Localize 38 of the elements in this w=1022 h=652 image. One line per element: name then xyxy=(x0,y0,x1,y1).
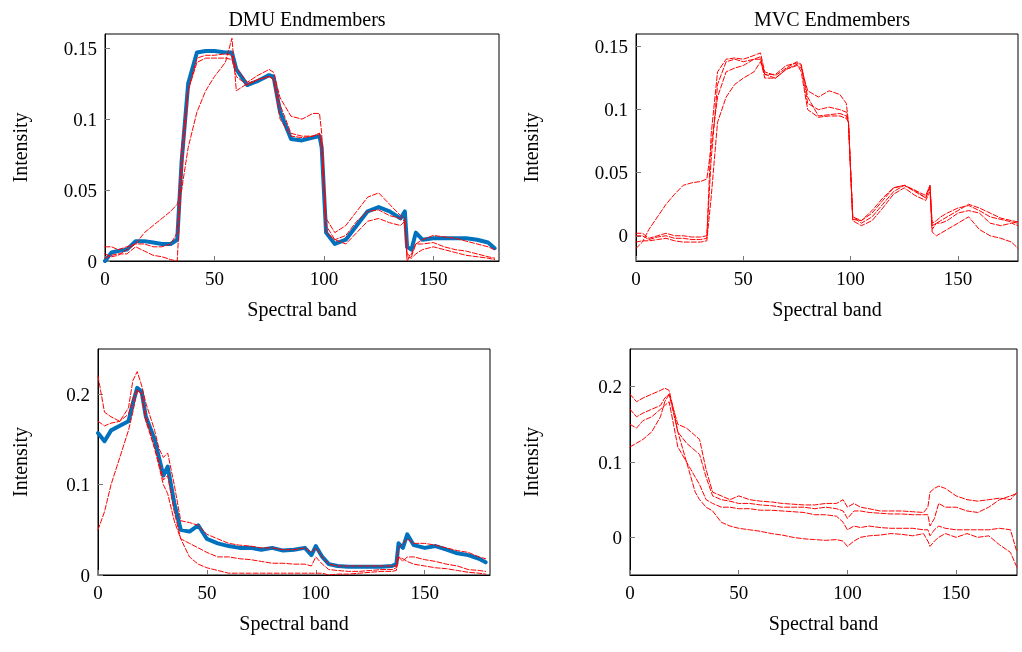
y-tick-label: 0.1 xyxy=(66,474,90,496)
x-tick-label: 150 xyxy=(410,582,439,603)
y-tick-label: 0.1 xyxy=(73,108,97,130)
x-axis-title: Spectral band xyxy=(239,612,349,635)
x-tick-label: 100 xyxy=(836,268,865,289)
y-tick-label: 0.2 xyxy=(66,383,90,405)
y-axis-title: Intensity xyxy=(9,112,32,183)
x-tick-label: 100 xyxy=(301,582,331,603)
y-tick-label: 0 xyxy=(618,225,628,247)
x-tick-label: 100 xyxy=(833,582,862,603)
y-tick-label: 0.1 xyxy=(598,451,622,473)
x-tick-label: 150 xyxy=(419,268,448,289)
y-tick-label: 0 xyxy=(612,526,622,548)
x-axis-title: Spectral band xyxy=(772,298,882,321)
x-tick-label: 50 xyxy=(204,268,224,289)
x-tick-label: 0 xyxy=(631,268,641,289)
y-tick-label: 0 xyxy=(87,250,97,272)
y-axis-title: Intensity xyxy=(520,112,543,183)
x-tick-label: 50 xyxy=(729,582,749,603)
x-axis-title: Spectral band xyxy=(768,612,879,635)
y-tick-label: 0.15 xyxy=(63,37,97,59)
chart-title: MVC Endmembers xyxy=(753,8,911,30)
x-tick-label: 0 xyxy=(100,268,110,289)
y-tick-label: 0.2 xyxy=(598,376,622,398)
x-tick-label: 100 xyxy=(309,268,339,289)
x-tick-label: 150 xyxy=(943,268,973,289)
x-tick-label: 150 xyxy=(941,582,971,603)
x-tick-label: 50 xyxy=(197,582,217,603)
y-tick-label: 0 xyxy=(80,564,90,586)
y-tick-label: 0.15 xyxy=(594,36,628,58)
y-tick-label: 0.05 xyxy=(594,162,628,184)
chart-title: DMU Endmembers xyxy=(228,8,386,30)
x-tick-label: 50 xyxy=(733,268,753,289)
x-axis-title: Spectral band xyxy=(247,298,357,321)
y-tick-label: 0.05 xyxy=(63,179,97,201)
y-tick-label: 0.1 xyxy=(604,99,628,121)
y-axis-title: Intensity xyxy=(9,427,32,497)
y-axis-title: Intensity xyxy=(520,427,543,497)
